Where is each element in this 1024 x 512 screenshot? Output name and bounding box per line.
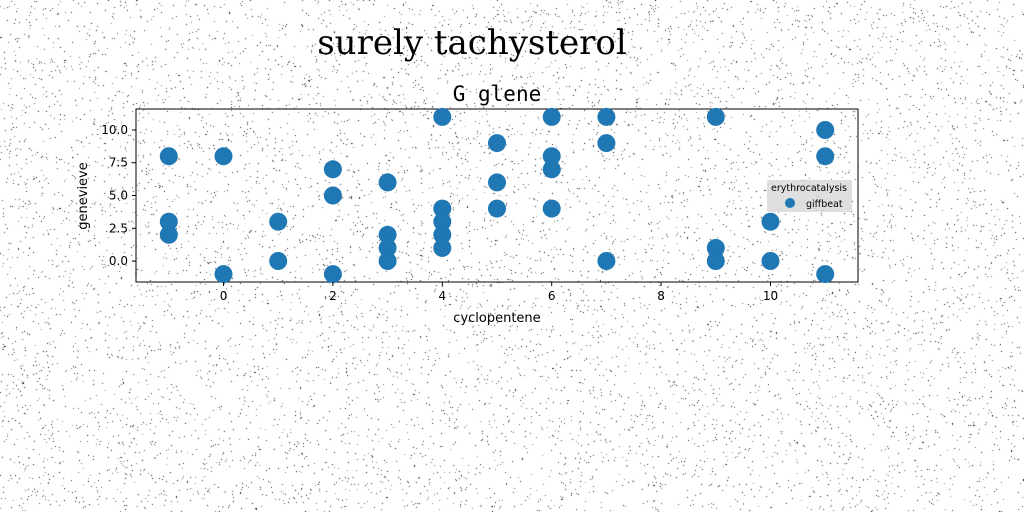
data-point [542,147,561,166]
data-point [433,212,452,231]
figure-suptitle: surely tachysterol [317,23,627,63]
x-tick-label: 2 [329,289,337,303]
data-point [159,147,178,166]
data-point [816,121,835,139]
x-axis-ticks: 0 2 4 6 8 10 [220,282,778,303]
data-point [761,212,780,231]
data-point [488,173,506,192]
data-point [542,107,561,126]
x-tick-label: 0 [220,289,228,303]
x-tick-label: 4 [438,289,446,303]
data-point [706,107,725,126]
data-point [269,212,288,231]
data-points [159,107,835,284]
data-point [378,225,397,244]
y-axis-ticks: 0.0 2.5 5.0 7.5 10.0 [101,123,136,268]
data-point [816,265,835,284]
data-point [433,107,452,126]
data-point [597,134,616,153]
x-tick-label: 10 [763,289,778,303]
data-point [323,265,342,284]
x-axis-label: cyclopentene [453,311,540,326]
data-point [542,160,561,179]
y-axis-label: genevieve [76,162,91,229]
data-point [323,186,342,205]
legend-entry-label: giffbeat [806,199,843,210]
data-point [378,238,397,257]
data-point [214,265,233,284]
x-tick-label: 8 [657,289,665,303]
y-tick-label: 10.0 [101,123,128,137]
y-tick-label: 2.5 [109,221,128,235]
legend: erythrocatalysis giffbeat [767,180,852,212]
data-point [488,134,506,153]
data-point [597,252,616,270]
data-point [378,173,397,192]
data-point [706,252,725,270]
legend-marker [785,198,795,208]
data-point [816,147,835,166]
data-point [488,199,506,218]
data-point [433,238,452,257]
data-point [706,238,725,257]
y-tick-label: 0.0 [109,254,128,268]
data-point [214,147,233,166]
data-point [597,107,616,126]
y-tick-label: 5.0 [109,189,128,203]
legend-title: erythrocatalysis [771,183,847,194]
data-point [433,199,452,218]
x-tick-label: 6 [548,289,556,303]
data-point [542,199,561,218]
data-point [269,252,288,270]
data-point [159,212,178,231]
data-point [378,252,397,270]
chart-title: G glene [453,82,542,106]
y-tick-label: 7.5 [109,156,128,170]
data-point [159,225,178,244]
data-point [323,160,342,179]
data-point [761,252,780,270]
data-point [433,225,452,244]
